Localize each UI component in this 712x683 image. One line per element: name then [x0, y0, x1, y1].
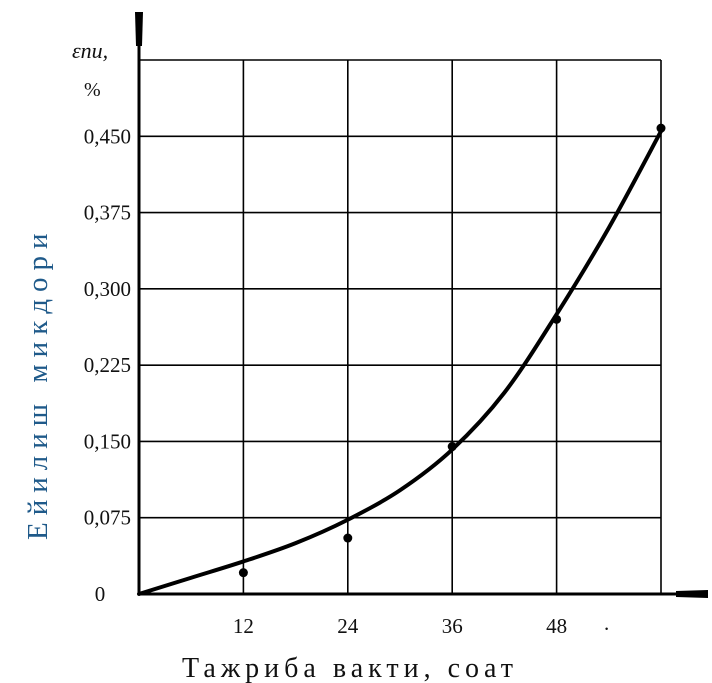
y-tick-label-6: 0,450 — [84, 124, 131, 148]
y-axis-symbol: εпи, — [72, 38, 108, 63]
y-tick-label-4: 0,300 — [84, 277, 131, 301]
stray-mark: . — [604, 611, 609, 635]
y-axis-arrow — [135, 12, 143, 46]
data-point-1 — [343, 533, 353, 543]
fitted-curve — [137, 129, 663, 596]
grid — [139, 59, 662, 594]
y-tick-label-2: 0,150 — [84, 429, 131, 453]
x-tick-label-1: 24 — [337, 614, 359, 638]
fitted-curve-layer — [137, 129, 663, 596]
x-tick-label-0: 12 — [233, 614, 254, 638]
x-tick-labels: 12 24 36 48 — [233, 614, 567, 638]
y-tick-label-5: 0,375 — [84, 201, 131, 225]
x-axis-label: Тажриба вакти, соат — [182, 653, 518, 683]
data-point-3 — [552, 314, 562, 324]
y-tick-label-3: 0,225 — [84, 353, 131, 377]
y-tick-label-0: 0 — [95, 582, 106, 606]
x-tick-label-2: 36 — [442, 614, 463, 638]
y-tick-labels: 0 0,075 0,150 0,225 0,300 0,375 0,450 — [84, 124, 131, 606]
data-point-0 — [238, 568, 248, 578]
y-axis-unit: % — [84, 79, 101, 101]
y-tick-label-1: 0,075 — [84, 506, 131, 530]
y-axis-label: Ейилиш микдори — [22, 226, 54, 540]
data-point-2 — [447, 442, 457, 452]
x-tick-label-3: 48 — [546, 614, 567, 638]
data-points-layer — [238, 123, 666, 578]
x-axis-arrow — [676, 590, 708, 598]
data-point-4 — [656, 123, 666, 133]
axes — [135, 12, 708, 598]
